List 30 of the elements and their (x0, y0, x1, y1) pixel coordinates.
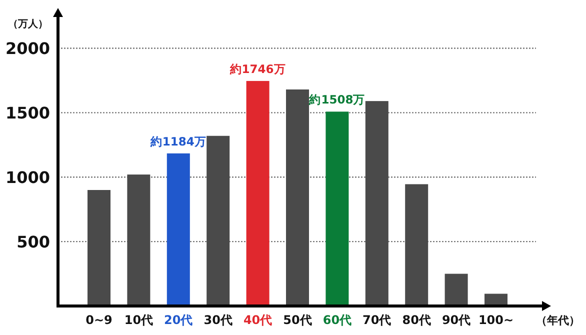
x-tick-label: 10代 (124, 313, 154, 327)
y-tick-label: 2000 (5, 39, 50, 58)
x-axis-title: （年代） (536, 314, 580, 327)
x-tick-label: 90代 (442, 313, 471, 327)
data-label: 約1746万 (228, 62, 286, 76)
bar (405, 184, 428, 306)
x-tick-label: 60代 (322, 313, 352, 327)
x-tick-label: 20代 (164, 313, 193, 327)
bar (206, 136, 230, 306)
x-tick-label: 40代 (243, 313, 272, 327)
x-tick-label: 0~9 (86, 313, 112, 327)
bar (166, 153, 190, 306)
x-tick-label: 30代 (204, 313, 232, 327)
x-tick-label: 50代 (283, 313, 312, 327)
y-tick-label: 500 (16, 232, 50, 252)
data-label: 約1508万 (308, 92, 366, 107)
bar (246, 80, 270, 306)
bar (127, 174, 150, 306)
y-tick-label: 1000 (5, 168, 50, 188)
bar (88, 190, 110, 306)
bar (286, 89, 309, 306)
y-tick-label: 1500 (5, 104, 50, 123)
bar (326, 112, 349, 306)
bar (365, 101, 388, 306)
data-label: 約1184万 (149, 134, 206, 148)
x-tick-label: 70代 (362, 313, 392, 327)
y-axis-title: （万人） (8, 18, 48, 30)
x-tick-label: 100~ (478, 313, 514, 327)
bar (444, 274, 468, 306)
x-tick-label: 80代 (402, 313, 431, 327)
